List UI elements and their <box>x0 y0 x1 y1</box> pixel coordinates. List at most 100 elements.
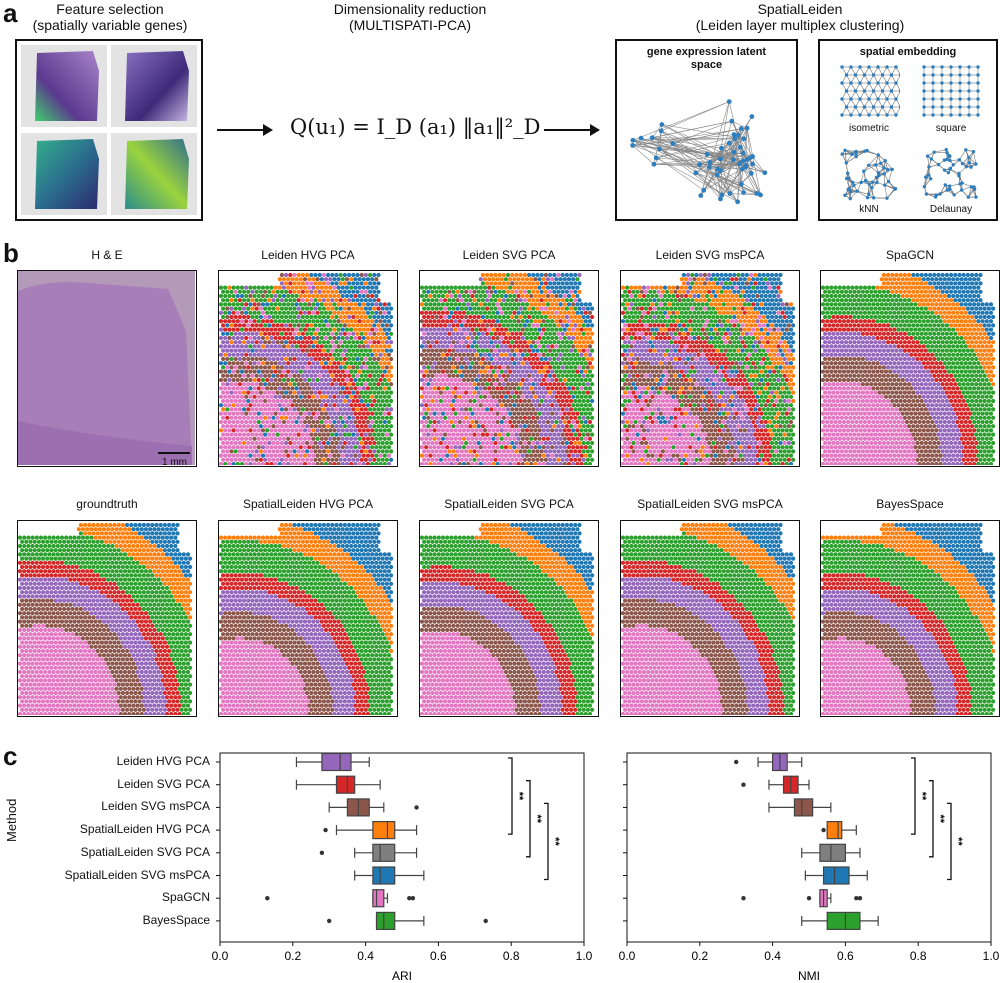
spot <box>447 432 452 437</box>
spot <box>537 394 542 399</box>
spot <box>518 323 523 328</box>
spot <box>321 298 326 303</box>
spot <box>256 453 261 458</box>
spot <box>445 403 450 408</box>
spot <box>277 302 282 307</box>
spot <box>464 432 469 437</box>
spot <box>309 449 314 454</box>
spot <box>449 377 454 383</box>
graph-node <box>871 180 875 184</box>
spot <box>499 302 504 307</box>
spot <box>250 298 255 303</box>
graph-node <box>849 189 853 194</box>
spot <box>430 415 435 420</box>
graph-node <box>885 167 890 172</box>
spot <box>347 398 352 404</box>
spot <box>269 445 274 450</box>
spot <box>495 369 500 374</box>
spot <box>566 386 572 391</box>
spot <box>420 394 425 399</box>
spot <box>231 386 236 391</box>
spot <box>491 411 496 416</box>
spot <box>279 398 284 404</box>
spot <box>361 285 366 290</box>
spot <box>250 382 255 387</box>
spot <box>219 310 224 315</box>
spot <box>573 398 578 404</box>
spot <box>550 377 555 383</box>
spot <box>453 310 458 315</box>
spot <box>501 314 506 320</box>
spot <box>485 440 490 446</box>
spot <box>321 440 326 446</box>
spot <box>242 407 247 412</box>
spot <box>357 411 362 416</box>
spot <box>489 356 494 362</box>
spot <box>514 457 519 462</box>
isometric-graph <box>840 65 900 117</box>
spot <box>229 457 234 462</box>
spot <box>378 344 383 349</box>
spot <box>430 340 435 345</box>
spot <box>363 356 368 362</box>
spot <box>482 461 488 466</box>
spot <box>353 461 358 466</box>
spot <box>675 302 680 307</box>
spot <box>321 340 326 345</box>
spot <box>430 331 435 336</box>
graph-edge <box>973 151 977 165</box>
spot <box>420 293 425 299</box>
spot <box>487 310 492 315</box>
spot <box>321 272 326 278</box>
spot <box>422 348 427 353</box>
spot <box>531 415 536 420</box>
graph-node <box>840 152 844 156</box>
spot <box>482 327 488 332</box>
spot <box>545 293 551 299</box>
spot <box>223 369 228 374</box>
graph-edge <box>845 150 857 154</box>
latent-node <box>715 166 720 172</box>
spot <box>336 352 341 357</box>
spot <box>233 382 238 387</box>
spot <box>284 272 289 278</box>
spot <box>512 285 517 290</box>
spot <box>541 335 546 341</box>
spot <box>265 319 270 324</box>
spot <box>510 440 515 446</box>
spot <box>573 323 578 328</box>
spot <box>461 453 467 458</box>
spot <box>277 327 282 332</box>
spot <box>529 285 534 290</box>
spot <box>288 424 293 429</box>
spot <box>340 411 345 416</box>
spot <box>738 293 743 299</box>
dimred-subtitle: (MULTISPATI-PCA) <box>348 17 472 33</box>
spot <box>451 424 456 429</box>
spot <box>461 394 467 399</box>
spot <box>514 398 519 404</box>
spot <box>541 403 546 408</box>
spot <box>518 331 523 336</box>
spot <box>351 365 356 370</box>
spot <box>552 272 557 278</box>
spot <box>529 319 534 324</box>
spot <box>225 415 230 420</box>
spot <box>569 390 574 395</box>
spot <box>503 377 509 383</box>
spot <box>344 277 350 282</box>
spot <box>541 377 546 383</box>
spot <box>286 386 291 391</box>
spot <box>554 403 559 408</box>
spot <box>447 331 452 336</box>
spot <box>326 449 331 454</box>
spot <box>271 407 276 412</box>
spot <box>227 293 232 299</box>
spot <box>445 394 450 399</box>
spot <box>382 394 387 399</box>
spot <box>267 390 272 395</box>
spot <box>317 424 322 429</box>
spot <box>351 331 356 336</box>
spot <box>457 344 462 349</box>
spot <box>260 310 266 315</box>
